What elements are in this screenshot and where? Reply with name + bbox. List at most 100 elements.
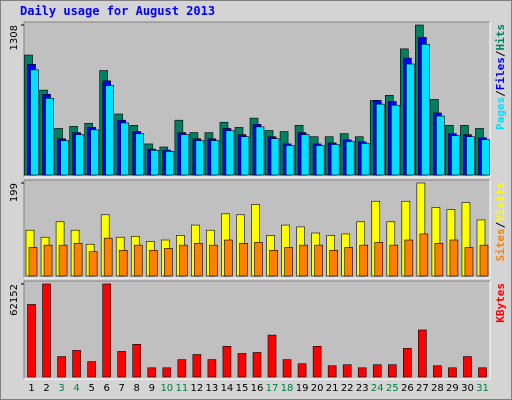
bar [57,356,66,378]
legend-entry: Sites [494,228,507,261]
bar [132,343,142,378]
bar [117,351,127,378]
bar [42,283,51,378]
bar [419,233,429,277]
bar [299,244,308,277]
bar [60,140,69,176]
x-tick-label: 27 [416,383,429,394]
y-tick-label: 62152 [9,284,20,316]
legend: KBytes [494,283,507,323]
bar [390,104,400,176]
bar [209,244,218,277]
x-tick-label: 12 [191,383,204,394]
bar [164,248,173,277]
legend-separator: / [494,90,507,97]
x-tick-label: 3 [58,383,64,394]
x-tick-label: 15 [236,383,249,394]
bar [269,249,278,277]
bar [449,239,459,277]
legend-entry: Visits [494,182,507,222]
bar [150,150,160,176]
x-tick-label: 24 [371,383,384,394]
bar [239,242,248,277]
bar [300,134,310,176]
x-tick-label: 30 [461,383,474,394]
bar [133,244,143,277]
bar [147,367,157,378]
bar [75,134,84,176]
bar [135,133,145,176]
bar [252,352,262,378]
bar [28,247,38,277]
bar [314,244,323,277]
bar [375,103,385,176]
bar [342,364,352,378]
bar [225,130,235,176]
bar [448,367,457,378]
legend: Sites/Visits [494,182,507,262]
bar [165,151,175,176]
bar [404,239,414,277]
bar [194,242,203,277]
bar [418,329,427,378]
x-tick-label: 8 [134,383,140,394]
bar [30,69,39,176]
bar [329,249,338,277]
y-tick-label: 199 [9,183,20,202]
x-tick-label: 2 [43,383,49,394]
bar [192,354,202,378]
x-tick-label: 18 [281,383,294,394]
bar [45,97,54,176]
bar [72,350,81,378]
bar [240,136,250,176]
chart-title: Daily usage for August 2013 [20,4,215,18]
bar [103,237,113,277]
bar [466,136,475,176]
bar [237,353,247,378]
bar [58,244,68,277]
x-tick-label: 17 [266,383,279,394]
bar [282,359,292,378]
x-tick-label: 14 [221,383,234,394]
legend-entry: KBytes [494,283,507,323]
x-tick-label: 25 [386,383,399,394]
legend-entry: Hits [494,24,507,51]
bar [207,359,217,378]
x-tick-label: 5 [88,383,94,394]
x-tick-label: 10 [160,383,173,394]
bar [345,141,355,176]
bar [421,43,430,176]
bar [403,348,412,378]
bar [177,359,187,378]
bar [312,346,322,378]
bar [179,244,188,277]
x-tick-label: 16 [251,383,264,394]
bar [297,363,307,378]
bar [222,346,232,378]
bar [87,361,96,378]
bar [102,283,111,378]
x-tick-label: 28 [431,383,444,394]
bar [360,143,370,176]
bar [73,242,83,277]
bar [357,367,367,378]
bar [27,304,36,378]
bar [464,247,474,277]
x-tick-label: 6 [103,383,109,394]
bar [463,356,472,378]
x-tick-label: 23 [356,383,369,394]
bar [162,367,172,378]
x-tick-label: 11 [175,383,188,394]
x-tick-label: 31 [476,383,489,394]
bar [344,247,353,277]
x-tick-label: 29 [446,383,459,394]
x-tick-label: 1 [28,383,34,394]
bar [433,365,442,378]
x-tick-label: 21 [326,383,339,394]
bar [267,334,277,378]
bar [372,364,382,378]
x-tick-label: 19 [296,383,309,394]
x-tick-label: 13 [206,383,219,394]
bar [90,129,99,176]
bar [88,251,98,277]
